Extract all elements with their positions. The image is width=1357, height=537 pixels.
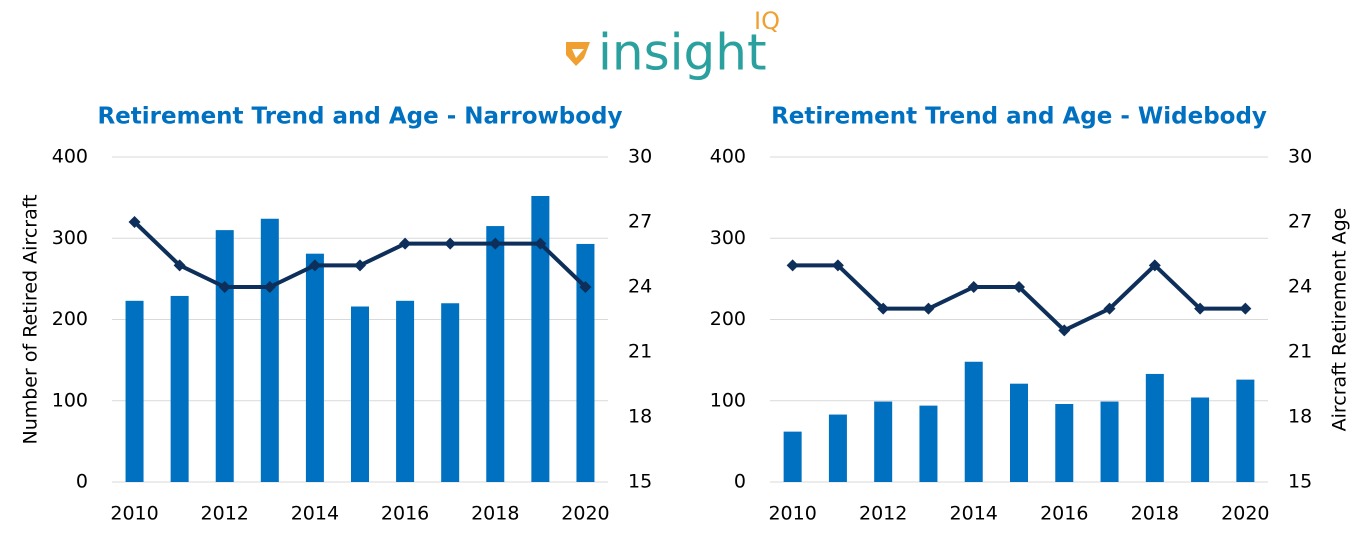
line-marker bbox=[354, 259, 366, 272]
x-tick-label: 2020 bbox=[561, 503, 609, 525]
bar bbox=[783, 431, 802, 482]
line-marker bbox=[308, 259, 321, 272]
line-marker bbox=[922, 302, 935, 315]
bar bbox=[215, 230, 234, 482]
y2-axis-title: Aircraft Retirement Age bbox=[1329, 208, 1351, 432]
y2-tick-label: 24 bbox=[1288, 276, 1312, 298]
x-tick-label: 2012 bbox=[859, 503, 907, 525]
y-tick-label: 200 bbox=[710, 308, 746, 330]
x-tick-label: 2016 bbox=[381, 503, 429, 525]
chart-title: Retirement Trend and Age - Narrowbody bbox=[97, 104, 622, 130]
y-tick-label: 0 bbox=[76, 471, 88, 493]
line bbox=[133, 220, 587, 289]
y-tick-label: 400 bbox=[710, 146, 746, 168]
logo-superscript: IQ bbox=[754, 7, 780, 35]
bar bbox=[531, 196, 550, 482]
y2-tick-label: 27 bbox=[1288, 211, 1312, 233]
line-marker bbox=[1148, 259, 1161, 272]
chart: Retirement Trend and Age - Narrowbody 0 10… bbox=[20, 104, 653, 525]
line-marker bbox=[489, 237, 502, 250]
bar bbox=[1100, 401, 1119, 482]
line-marker bbox=[399, 237, 412, 250]
y-tick-label: 300 bbox=[710, 227, 746, 249]
y2-tick-label: 30 bbox=[1288, 146, 1312, 168]
line-marker bbox=[1239, 302, 1252, 315]
logo-icon-cut bbox=[572, 49, 584, 58]
bar bbox=[125, 300, 144, 482]
y2-tick-label: 27 bbox=[628, 211, 652, 233]
line-marker bbox=[877, 302, 890, 315]
line-marker bbox=[263, 281, 276, 293]
x-tick-label: 2018 bbox=[471, 503, 519, 525]
line-marker bbox=[786, 259, 799, 272]
bar bbox=[828, 414, 847, 482]
x-tick-label: 2014 bbox=[291, 503, 339, 525]
y2-tick-label: 21 bbox=[628, 341, 652, 363]
y-tick-label: 300 bbox=[52, 227, 88, 249]
bar bbox=[1010, 383, 1028, 482]
x-tick-label: 2020 bbox=[1221, 503, 1269, 525]
bar bbox=[919, 405, 938, 482]
bar bbox=[441, 303, 460, 482]
x-tick-label: 2010 bbox=[768, 503, 816, 525]
y-tick-label: 100 bbox=[710, 389, 746, 411]
line-marker bbox=[1058, 324, 1071, 337]
y2-tick-label: 15 bbox=[1288, 471, 1312, 493]
line-marker bbox=[128, 216, 141, 228]
bar bbox=[396, 300, 415, 482]
y-tick-label: 0 bbox=[734, 471, 746, 493]
y2-tick-label: 15 bbox=[628, 471, 652, 493]
bar bbox=[1191, 397, 1210, 482]
line-marker bbox=[967, 281, 980, 293]
y-tick-label: 400 bbox=[52, 146, 88, 168]
x-tick-label: 2012 bbox=[201, 503, 249, 525]
bar bbox=[1236, 379, 1255, 482]
chart: Retirement Trend and Age - Widebody 0 100 2… bbox=[710, 104, 1351, 525]
bar bbox=[170, 295, 189, 482]
y2-tick-label: 21 bbox=[1288, 341, 1312, 363]
line-marker bbox=[1013, 281, 1025, 293]
logo-text: insight bbox=[598, 24, 767, 82]
line bbox=[792, 263, 1246, 333]
line-marker bbox=[173, 259, 186, 272]
y-tick-label: 100 bbox=[52, 389, 88, 411]
y2-tick-label: 24 bbox=[628, 276, 652, 298]
x-tick-label: 2018 bbox=[1131, 503, 1179, 525]
x-tick-label: 2014 bbox=[950, 503, 998, 525]
bar bbox=[964, 361, 983, 482]
bar bbox=[1055, 404, 1074, 482]
line-marker bbox=[1194, 302, 1207, 315]
bar bbox=[576, 243, 595, 482]
line-marker bbox=[534, 237, 547, 250]
x-tick-label: 2010 bbox=[110, 503, 158, 525]
bar bbox=[874, 401, 893, 482]
bar bbox=[1145, 373, 1164, 482]
logo: insight IQ bbox=[566, 7, 780, 82]
bar bbox=[486, 226, 505, 482]
bar bbox=[260, 218, 279, 482]
line-marker bbox=[831, 259, 844, 272]
y2-tick-label: 30 bbox=[628, 146, 652, 168]
bar bbox=[305, 253, 324, 482]
line-marker bbox=[444, 237, 457, 250]
bar bbox=[351, 306, 369, 482]
y2-tick-label: 18 bbox=[628, 406, 652, 428]
y-tick-label: 200 bbox=[52, 308, 88, 330]
y2-tick-label: 18 bbox=[1288, 406, 1312, 428]
y-axis-title: Number of Retired Aircraft bbox=[20, 194, 42, 444]
chart-title: Retirement Trend and Age - Widebody bbox=[771, 104, 1267, 130]
line-marker bbox=[218, 281, 231, 293]
line-marker bbox=[579, 281, 592, 293]
line-marker bbox=[1103, 302, 1116, 315]
x-tick-label: 2016 bbox=[1040, 503, 1088, 525]
